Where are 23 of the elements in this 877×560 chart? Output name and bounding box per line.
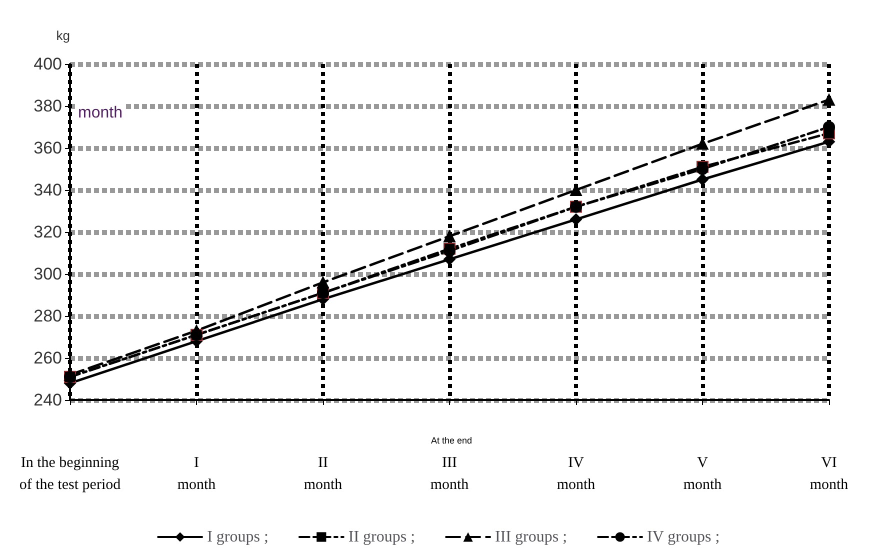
x-tick-label: III month bbox=[430, 455, 470, 493]
y-tick-label: 240 bbox=[34, 390, 62, 410]
x-tick-label: In the beginning of the test period bbox=[19, 455, 122, 493]
x-tick-label: VI month bbox=[810, 455, 849, 493]
y-tick-label: 280 bbox=[34, 306, 62, 326]
y-tick-label: 400 bbox=[34, 54, 62, 74]
x-tick-label: IV month bbox=[556, 455, 596, 493]
legend-label: IV groups ; bbox=[647, 528, 720, 546]
y-tick-label: 320 bbox=[34, 222, 62, 242]
y-tick-label: 380 bbox=[34, 96, 62, 116]
legend-label: II groups ; bbox=[348, 528, 416, 546]
annotation: month bbox=[78, 104, 122, 122]
y-tick-label: 300 bbox=[34, 264, 62, 284]
y-axis-title: kg bbox=[56, 28, 70, 43]
y-tick-label: 340 bbox=[34, 180, 62, 200]
x-tick-label: V month bbox=[683, 455, 722, 493]
legend-label: III groups ; bbox=[495, 528, 568, 546]
y-tick-label: 360 bbox=[34, 138, 62, 158]
x-tick-label: I month bbox=[177, 455, 216, 493]
x-tick-label: II month bbox=[304, 455, 343, 493]
y-tick-label: 260 bbox=[34, 348, 62, 368]
text: At the end bbox=[431, 436, 472, 446]
legend-label: I groups ; bbox=[207, 528, 268, 546]
